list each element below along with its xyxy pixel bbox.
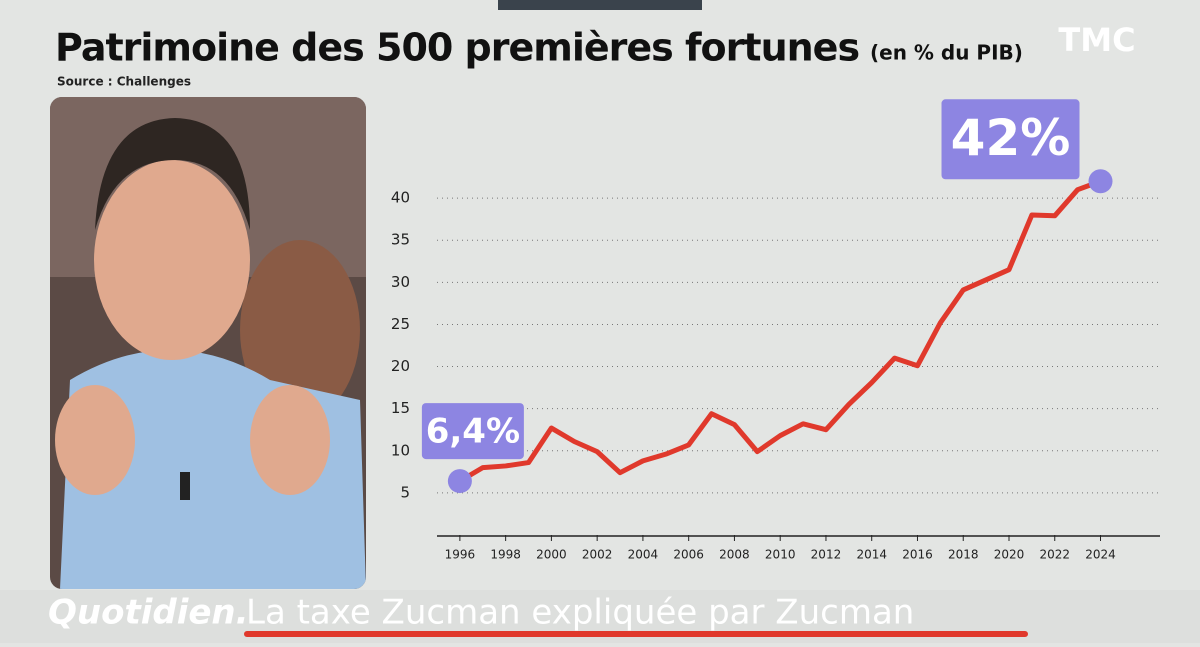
y-tick-label: 10 <box>391 441 410 459</box>
caption: La taxe Zucman expliquée par Zucman <box>246 593 914 633</box>
x-tick-label: 2014 <box>856 548 887 562</box>
x-tick-label: 2002 <box>582 548 613 562</box>
x-tick-label: 2022 <box>1039 548 1070 562</box>
y-tick-label: 20 <box>391 357 410 375</box>
chart-title: Patrimoine des 500 premières fortunes <box>55 26 859 70</box>
caption-underline <box>244 631 1028 637</box>
x-tick-label: 2012 <box>811 548 842 562</box>
y-tick-label: 35 <box>391 231 410 249</box>
x-tick-label: 2016 <box>902 548 933 562</box>
source: Source : Challenges <box>57 75 191 89</box>
x-tick-label: 1996 <box>445 548 476 562</box>
data-line <box>458 178 1102 484</box>
x-tick-label: 2008 <box>719 548 750 562</box>
x-tick-label: 2006 <box>673 548 704 562</box>
top-bar <box>498 0 702 10</box>
x-tick-label: 2000 <box>536 548 567 562</box>
chart-subtitle: (en % du PIB) <box>870 41 1023 65</box>
x-tick-label: 2004 <box>628 548 659 562</box>
end-marker <box>1088 169 1113 194</box>
presenter-photo <box>50 97 366 589</box>
show-name: Quotidien. <box>48 593 249 633</box>
y-tick-label: 30 <box>391 273 410 291</box>
end-marker <box>447 469 472 494</box>
y-tick-label: 40 <box>391 189 410 207</box>
value-label: 42% <box>951 109 1071 167</box>
x-tick-label: 2018 <box>948 548 979 562</box>
x-tick-label: 1998 <box>490 548 521 562</box>
y-tick-label: 5 <box>400 483 410 501</box>
value-label-box <box>941 99 1080 180</box>
value-label-box <box>421 403 524 460</box>
x-tick-label: 2010 <box>765 548 796 562</box>
y-tick-label: 15 <box>391 399 410 417</box>
y-tick-label: 25 <box>391 315 410 333</box>
x-tick-label: 2020 <box>994 548 1025 562</box>
channel-logo: TMC <box>1058 21 1135 59</box>
x-tick-label: 2024 <box>1085 548 1116 562</box>
value-label: 6,4% <box>426 412 520 452</box>
